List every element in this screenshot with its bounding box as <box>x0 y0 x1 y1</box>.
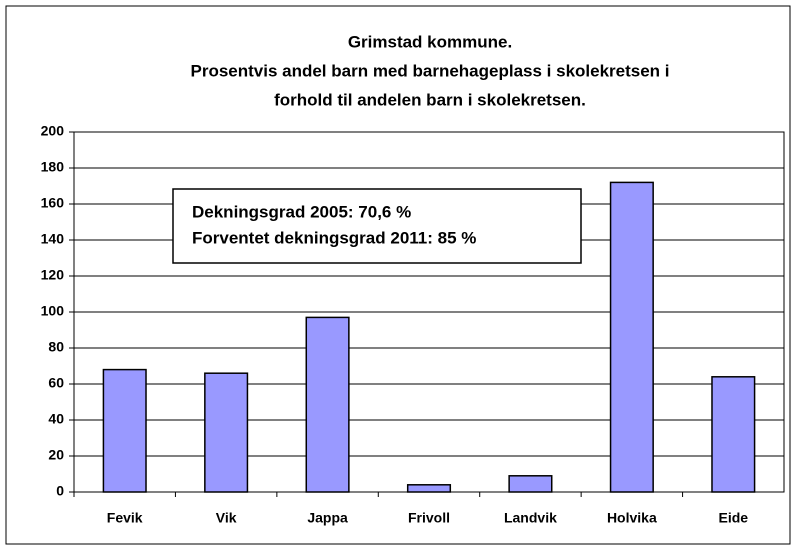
y-tick-label: 40 <box>48 411 64 427</box>
x-tick-label: Frivoll <box>408 510 450 526</box>
chart-title: forhold til andelen barn i skolekretsen. <box>274 90 586 109</box>
x-tick-label: Eide <box>718 510 748 526</box>
x-tick-label: Holvika <box>607 510 657 526</box>
y-tick-label: 20 <box>48 447 64 463</box>
bar <box>102 368 147 493</box>
bar <box>508 475 553 493</box>
bar <box>711 376 756 493</box>
bar <box>305 316 350 493</box>
y-tick-label: 180 <box>41 159 65 175</box>
bar <box>609 181 654 493</box>
y-tick-label: 160 <box>41 195 65 211</box>
y-tick-label: 140 <box>41 231 65 247</box>
y-tick-label: 60 <box>48 375 64 391</box>
y-tick-label: 80 <box>48 339 64 355</box>
y-tick-label: 100 <box>41 303 65 319</box>
annotation: Dekningsgrad 2005: 70,6 % <box>192 202 411 221</box>
bar <box>406 484 452 493</box>
x-tick-label: Vik <box>216 510 237 526</box>
x-tick-label: Fevik <box>107 510 143 526</box>
annotation: Forventet dekningsgrad 2011: 85 % <box>192 228 476 247</box>
annotation-box <box>172 188 582 264</box>
chart-title: Prosentvis andel barn med barnehageplass… <box>190 61 669 80</box>
x-tick-label: Landvik <box>504 510 557 526</box>
y-tick-label: 120 <box>41 267 65 283</box>
chart-title: Grimstad kommune. <box>348 32 512 51</box>
y-tick-label: 200 <box>41 123 65 139</box>
y-tick-label: 0 <box>56 483 64 499</box>
x-tick-label: Jappa <box>307 510 348 526</box>
bar <box>204 372 249 493</box>
